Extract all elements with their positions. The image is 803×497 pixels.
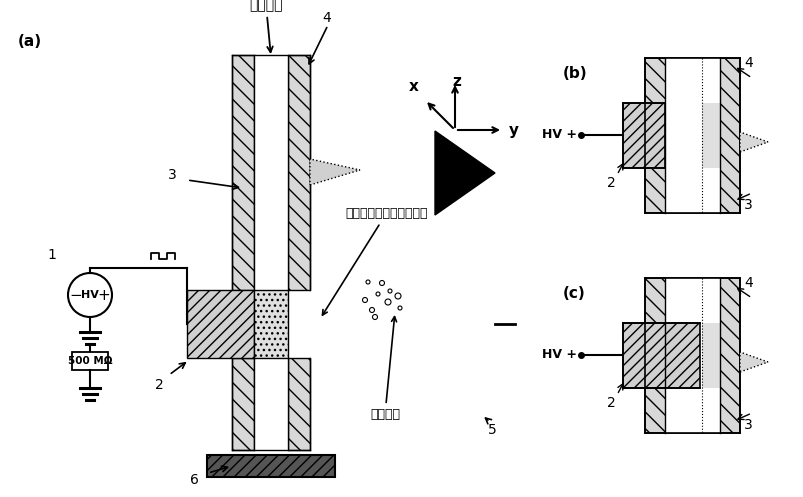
Circle shape <box>372 315 377 320</box>
Text: HV +: HV + <box>541 348 577 361</box>
Bar <box>622 103 664 168</box>
Text: HV +: HV + <box>541 129 577 142</box>
Bar <box>287 358 310 450</box>
Circle shape <box>365 280 369 284</box>
Text: 2: 2 <box>154 378 163 392</box>
Bar <box>232 358 254 450</box>
Text: HV: HV <box>81 290 99 300</box>
Polygon shape <box>739 132 767 152</box>
Text: (b): (b) <box>562 66 587 81</box>
Circle shape <box>388 289 392 293</box>
Text: (a): (a) <box>18 34 42 50</box>
Text: (c): (c) <box>562 285 585 301</box>
Bar <box>664 103 719 168</box>
Polygon shape <box>739 352 767 372</box>
Text: +: + <box>97 287 110 303</box>
Bar <box>701 103 719 168</box>
Text: 1: 1 <box>47 248 56 262</box>
Text: 4: 4 <box>321 11 330 25</box>
Bar <box>187 290 254 358</box>
Bar <box>254 290 287 358</box>
Bar <box>72 352 108 370</box>
Text: x: x <box>409 79 418 94</box>
Bar <box>622 323 699 388</box>
Circle shape <box>385 299 390 305</box>
Bar <box>664 278 719 323</box>
Bar <box>701 323 719 388</box>
Circle shape <box>362 298 367 303</box>
Bar <box>664 168 719 213</box>
Bar <box>254 358 287 450</box>
Text: z: z <box>452 74 461 89</box>
Text: 5: 5 <box>487 423 495 437</box>
Circle shape <box>369 308 374 313</box>
Polygon shape <box>434 131 495 215</box>
Bar <box>644 58 739 213</box>
Text: 2: 2 <box>606 176 614 190</box>
Text: −: − <box>70 287 82 303</box>
Text: 4: 4 <box>743 276 752 290</box>
Text: 3: 3 <box>743 198 752 212</box>
Bar <box>664 388 719 433</box>
Circle shape <box>376 292 380 296</box>
Bar <box>699 323 719 388</box>
Bar <box>206 455 335 477</box>
Text: 溶液流入: 溶液流入 <box>249 0 283 52</box>
Circle shape <box>379 280 384 285</box>
Text: 3: 3 <box>167 168 176 182</box>
Text: 6: 6 <box>190 473 198 487</box>
Circle shape <box>394 293 401 299</box>
Bar <box>232 55 254 290</box>
Text: 3: 3 <box>743 418 752 432</box>
Text: 4: 4 <box>743 56 752 70</box>
Text: y: y <box>508 122 519 138</box>
Polygon shape <box>310 159 360 185</box>
Text: 样品喷雾: 样品喷雾 <box>369 317 400 421</box>
Text: 2: 2 <box>606 396 614 410</box>
Bar <box>664 58 719 103</box>
Text: 电荷作用下形成泰勒椎体: 电荷作用下形成泰勒椎体 <box>322 207 427 315</box>
Circle shape <box>397 306 402 310</box>
Bar <box>287 55 310 290</box>
Text: 500 MΩ: 500 MΩ <box>67 356 112 366</box>
Bar <box>254 55 287 290</box>
Circle shape <box>68 273 112 317</box>
Bar <box>644 278 739 433</box>
